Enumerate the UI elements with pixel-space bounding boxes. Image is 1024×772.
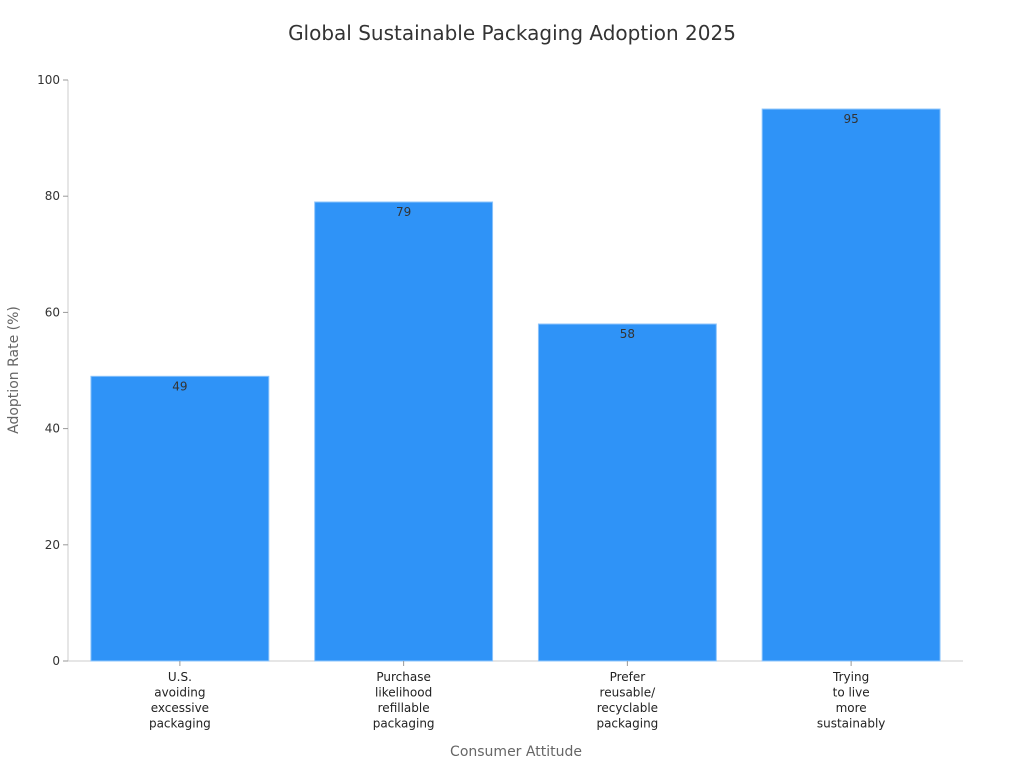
x-tick-label: refillable (378, 701, 430, 715)
y-tick-label: 20 (45, 538, 60, 552)
x-tick-label: more (836, 701, 867, 715)
x-tick-label: packaging (596, 717, 658, 731)
bar (537, 323, 717, 662)
y-tick-label: 100 (37, 73, 60, 87)
y-tick-label: 60 (45, 305, 60, 319)
x-tick-label: recyclable (597, 701, 658, 715)
x-tick-label: excessive (151, 701, 209, 715)
y-axis-label: Adoption Rate (%) (6, 306, 22, 434)
x-axis-label: Consumer Attitude (450, 744, 582, 760)
chart-title: Global Sustainable Packaging Adoption 20… (288, 21, 736, 45)
x-tick-label: Purchase (376, 670, 431, 684)
x-tick-label: packaging (149, 717, 211, 731)
x-tick-label: to live (833, 686, 870, 700)
y-tick-label: 40 (45, 422, 60, 436)
data-label: 49 (172, 379, 187, 393)
bar (90, 375, 270, 662)
x-tick-label: Trying (832, 670, 869, 684)
x-tick-label: packaging (373, 717, 435, 731)
data-label: 58 (620, 327, 635, 341)
bar (314, 201, 494, 662)
data-label: 95 (843, 112, 858, 126)
bar (761, 108, 941, 662)
x-tick-label: reusable/ (600, 686, 657, 700)
x-tick-label: likelihood (375, 686, 432, 700)
x-tick-label: avoiding (154, 686, 205, 700)
x-tick-label: Prefer (610, 670, 646, 684)
x-tick-label: sustainably (817, 717, 886, 731)
y-tick-label: 80 (45, 189, 60, 203)
y-tick-label: 0 (52, 654, 60, 668)
data-label: 79 (396, 205, 411, 219)
x-tick-label: U.S. (168, 670, 192, 684)
